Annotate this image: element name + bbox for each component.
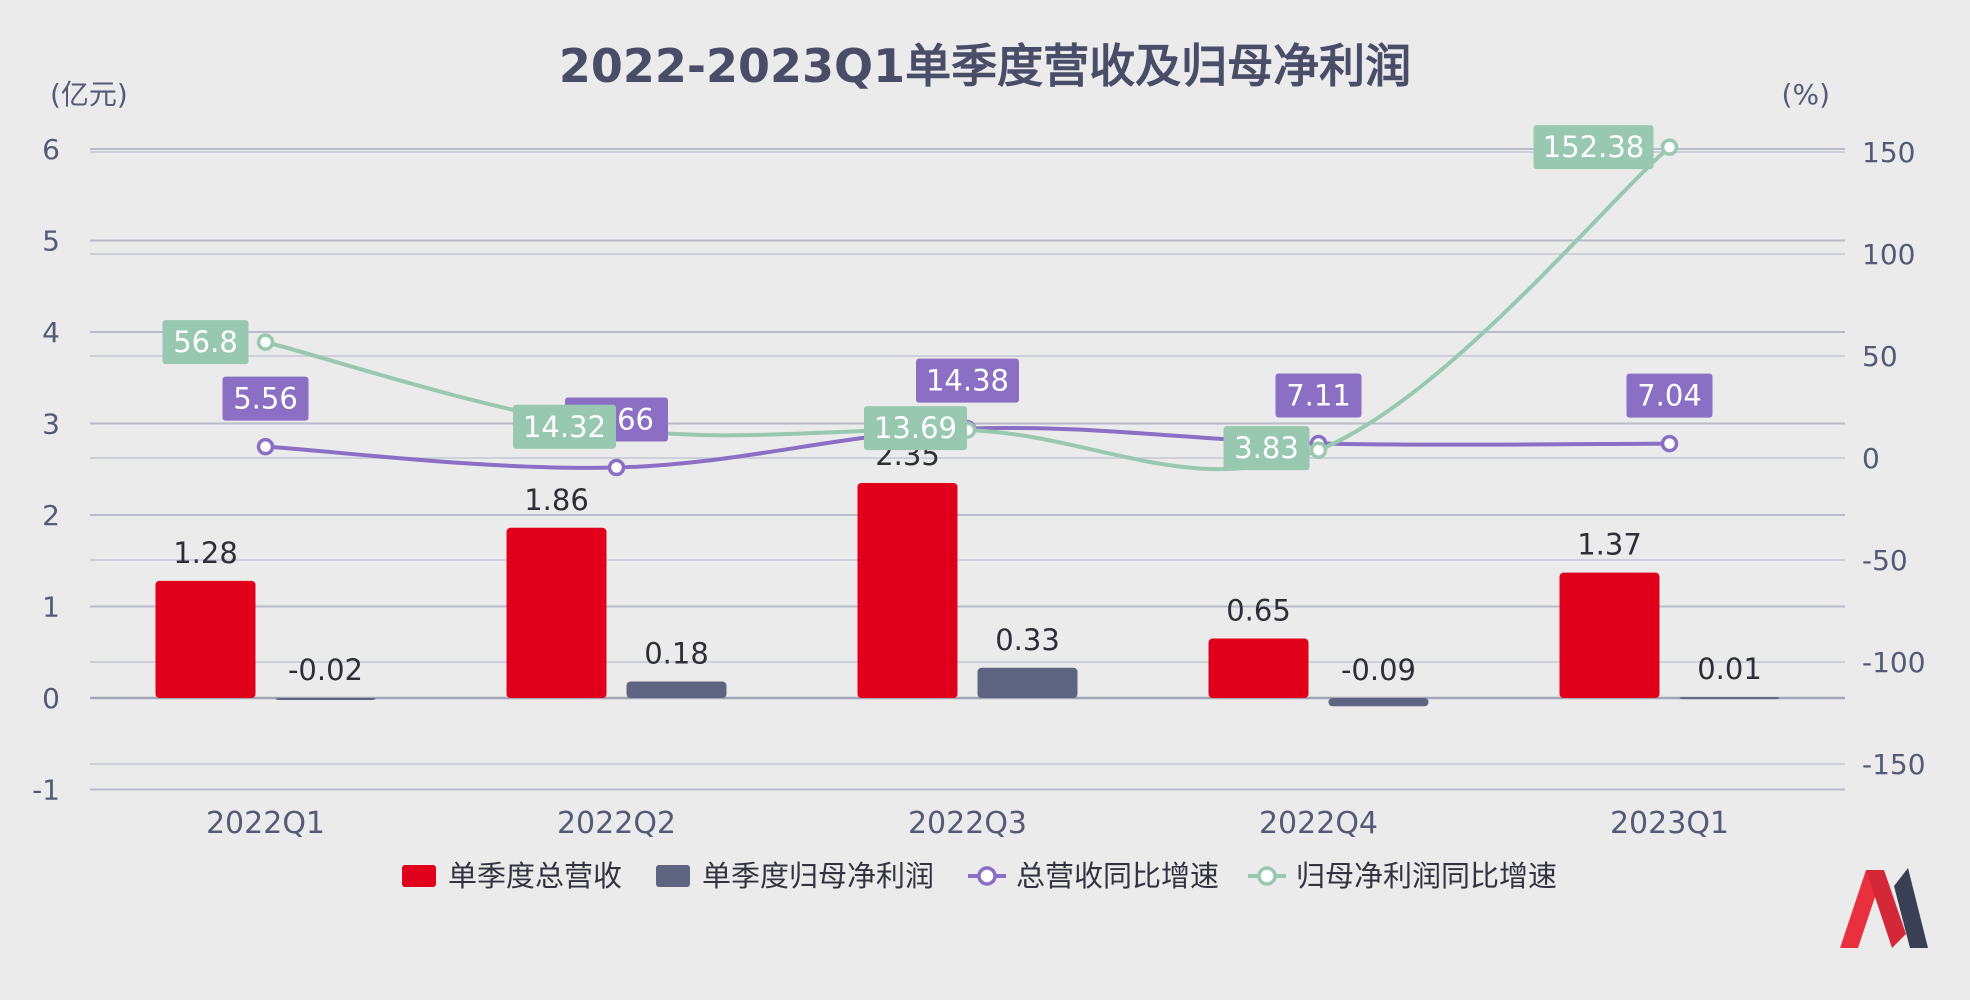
legend-marker (977, 866, 997, 886)
line-point (256, 437, 275, 456)
right-axis-unit: (%) (1782, 78, 1830, 111)
line-label-box (1223, 426, 1310, 471)
brand-logo-icon (1840, 868, 1928, 948)
line-label-box (1533, 125, 1654, 170)
line-point (607, 458, 626, 477)
left-tick-label: 3 (42, 408, 60, 441)
left-axis-unit: (亿元) (50, 78, 128, 111)
bar-revenue (155, 580, 256, 698)
left-tick-label: 4 (42, 316, 60, 349)
left-axis: 6 5 4 3 2 1 0 -1 (32, 133, 60, 807)
bar-net-profit (1679, 697, 1780, 700)
legend-label: 总营收同比增速 (1016, 859, 1219, 893)
right-tick-label: 0 (1862, 442, 1880, 475)
line-label-box (513, 404, 616, 449)
line-data-label: 13.69 (874, 411, 957, 445)
data-labels: 1.281.862.350.651.37-0.02 0.18 0.33-0.09 0.… (162, 125, 1762, 687)
bar-data-label: 1.28 (173, 536, 238, 570)
bar-data-label: 0.18 (644, 637, 709, 671)
right-tick-label: -100 (1862, 646, 1926, 679)
line-data-label: 14.38 (926, 364, 1009, 398)
line-label-box (864, 406, 967, 451)
right-tick-label: -50 (1862, 544, 1908, 577)
chart-title: 2022-2023Q1单季度营收及归母净利润 (559, 39, 1411, 93)
right-tick-label: 150 (1862, 136, 1915, 169)
line-label-box (222, 376, 309, 421)
line-data-label: 7.11 (1286, 378, 1351, 412)
left-tick-label: 2 (42, 499, 60, 532)
line-point (1660, 434, 1679, 453)
bar-net-profit (1328, 698, 1429, 707)
left-tick-label: -1 (32, 774, 60, 807)
left-tick-label: 5 (42, 225, 60, 258)
right-tick-label: -150 (1862, 748, 1926, 781)
line-label-box (916, 358, 1019, 403)
right-tick-label: 100 (1862, 238, 1915, 271)
x-tick-label: 2022Q3 (908, 806, 1027, 841)
bar-net-profit (626, 681, 727, 698)
x-tick-label: 2023Q1 (1610, 806, 1729, 841)
bar-data-label: 1.37 (1577, 528, 1642, 562)
legend-label: 单季度归母净利润 (702, 859, 934, 893)
line-point (256, 333, 275, 351)
bar-revenue (1559, 572, 1660, 698)
bar-data-label: -0.02 (288, 653, 363, 687)
line-data-label: 3.83 (1234, 431, 1299, 465)
line-data-label: 7.04 (1637, 379, 1702, 413)
legend-swatch (402, 865, 436, 887)
legend-marker (1257, 866, 1277, 886)
left-tick-label: 0 (42, 682, 60, 715)
line-data-label: 5.56 (233, 382, 298, 416)
bars (155, 482, 1780, 707)
x-tick-label: 2022Q4 (1259, 806, 1378, 841)
line-data-label: 56.8 (173, 325, 238, 359)
bar-net-profit (275, 698, 376, 700)
bar-data-label: 0.01 (1697, 652, 1762, 686)
line-net-profit-yoy (265, 145, 1671, 472)
line-point (1660, 138, 1679, 156)
line-label-box (162, 320, 249, 365)
x-axis: 2022Q1 2022Q2 2022Q3 2022Q4 2023Q1 (206, 806, 1729, 841)
line-point (1309, 441, 1328, 459)
bar-data-label: 0.33 (995, 623, 1060, 657)
x-tick-label: 2022Q2 (557, 806, 676, 841)
left-tick-label: 6 (42, 133, 60, 166)
bar-revenue (506, 527, 607, 698)
line-data-label: 152.38 (1543, 130, 1644, 164)
x-tick-label: 2022Q1 (206, 806, 325, 841)
bar-revenue (1208, 638, 1309, 698)
line-label-box (1626, 373, 1713, 418)
right-tick-label: 50 (1862, 340, 1898, 373)
bar-data-label: -0.09 (1341, 653, 1416, 687)
line-label-box (1275, 373, 1362, 418)
legend-label: 归母净利润同比增速 (1296, 859, 1557, 893)
legend: 单季度总营收 单季度归母净利润 总营收同比增速 归母净利润同比增速 (402, 859, 1557, 893)
bar-net-profit (977, 667, 1078, 698)
right-axis: 150 100 50 0 -50 -100 -150 (1862, 136, 1926, 781)
bar-data-label: 1.86 (524, 483, 589, 517)
line-data-label: 14.32 (523, 410, 606, 444)
left-tick-label: 1 (42, 591, 60, 624)
legend-swatch (656, 865, 690, 887)
legend-label: 单季度总营收 (448, 859, 622, 893)
bar-data-label: 0.65 (1226, 594, 1291, 628)
bar-revenue (857, 482, 958, 698)
